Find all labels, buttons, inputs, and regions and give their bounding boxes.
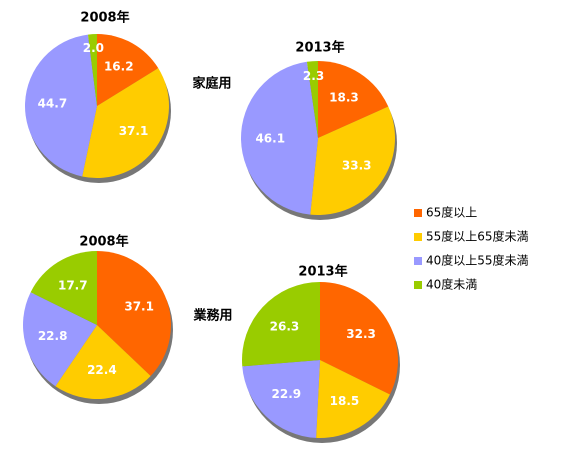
pie-slice [97,251,171,376]
data-label: 22.4 [87,363,117,377]
pie-slice [310,106,395,215]
pie-slice [242,282,320,367]
pie-slice [318,61,389,138]
pie-slice [82,68,169,178]
data-label: 17.7 [58,279,88,293]
legend-label: 65度以上 [426,205,477,220]
legend-swatch [414,257,422,265]
data-label: 2.3 [303,69,324,83]
data-label: 16.2 [104,60,134,74]
pie-slice [25,34,97,177]
legend-label: 40度未満 [426,277,477,292]
data-label: 22.8 [38,329,68,343]
data-label: 44.7 [38,97,68,111]
data-label: 32.3 [346,327,376,341]
group-label: 業務用 [192,308,232,324]
pie-slice [23,292,97,387]
data-label: 37.1 [124,299,154,313]
chart-title: 2013年 [298,264,347,280]
chart-title: 2013年 [295,40,344,56]
data-label: 46.1 [255,132,285,146]
data-label: 22.9 [272,387,302,401]
legend-swatch [414,209,422,217]
data-label: 18.5 [330,394,360,408]
legend-swatch [414,281,422,289]
chart-title: 2008年 [79,234,128,250]
data-label: 37.1 [119,124,149,138]
pie-slice [320,282,398,395]
pie-slice [242,360,320,438]
pie-slice [316,360,390,438]
pie-slice [97,34,159,106]
data-label: 26.3 [270,320,300,334]
pie-slice [306,61,318,138]
legend-label: 55度以上65度未満 [426,229,529,244]
data-label: 2.0 [83,41,104,55]
data-label: 18.3 [329,90,359,104]
data-label: 33.3 [342,158,372,172]
group-label: 家庭用 [192,76,231,92]
pie-slice [55,325,151,399]
pie-slice [240,61,318,215]
pie-slice [30,251,98,325]
chart-title: 2008年 [80,10,129,26]
pie-slice [87,34,97,106]
legend-swatch [414,233,422,241]
legend-label: 40度以上55度未満 [426,253,529,268]
